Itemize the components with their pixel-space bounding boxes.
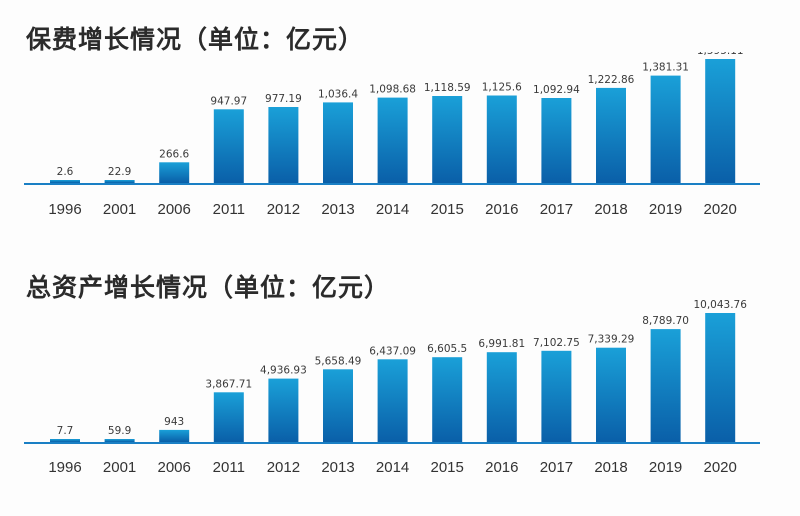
assets-x-tick-2016: 2016	[485, 459, 518, 476]
assets-bar-2016	[486, 352, 517, 442]
premium-chart-title: 保费增长情况（单位：亿元）	[26, 25, 365, 54]
assets-bar-1996	[50, 439, 80, 442]
assets-bar-2013	[323, 369, 353, 442]
premium-value-label-2019: 1,381.31	[642, 62, 689, 74]
premium-bar-2013	[323, 102, 353, 183]
premium-bar-2019	[650, 75, 681, 183]
premium-x-tick-2018: 2018	[594, 201, 627, 218]
premium-x-tick-2013: 2013	[321, 201, 354, 218]
assets-chart-title: 总资产增长情况（单位：亿元）	[26, 273, 391, 302]
assets-bar-2017	[541, 350, 572, 442]
assets-x-tick-2019: 2019	[649, 459, 682, 476]
premium-x-tick-2014: 2014	[376, 201, 409, 218]
premium-x-tick-2006: 2006	[158, 201, 191, 218]
assets-x-tick-2014: 2014	[376, 459, 409, 476]
assets-x-tick-2018: 2018	[594, 459, 627, 476]
assets-value-label-2017: 7,102.75	[533, 337, 580, 349]
premium-x-tick-2011: 2011	[213, 201, 245, 218]
assets-x-tick-2012: 2012	[267, 459, 300, 476]
assets-value-label-2016: 6,991.81	[478, 338, 525, 350]
premium-value-label-2011: 947.97	[210, 95, 247, 107]
premium-bar-2015	[432, 96, 463, 183]
premium-value-label-2014: 1,098.68	[369, 84, 416, 96]
premium-bar-2016	[486, 95, 517, 183]
assets-bar-2014	[377, 359, 408, 442]
assets-value-label-2001: 59.9	[108, 425, 131, 437]
premium-x-tick-2017: 2017	[540, 201, 573, 218]
premium-value-label-2015: 1,118.59	[424, 82, 471, 94]
assets-value-label-2006: 943	[164, 416, 184, 428]
premium-bar-2012	[268, 107, 299, 183]
premium-value-label-2001: 22.9	[108, 166, 131, 178]
premium-bar-2020	[705, 59, 736, 183]
assets-bar-2006	[159, 429, 190, 442]
assets-bar-2012	[268, 378, 299, 442]
premium-x-tick-2019: 2019	[649, 201, 682, 218]
premium-x-tick-2020: 2020	[704, 201, 737, 218]
assets-x-tick-2011: 2011	[213, 459, 245, 476]
assets-value-label-2013: 5,658.49	[315, 355, 362, 367]
assets-value-label-2018: 7,339.29	[588, 334, 635, 346]
assets-value-label-2015: 6,605.5	[427, 343, 467, 355]
assets-value-label-2014: 6,437.09	[369, 345, 416, 357]
premium-x-tick-1996: 1996	[48, 201, 81, 218]
premium-bar-2001	[104, 180, 135, 183]
premium-x-tick-2015: 2015	[431, 201, 464, 218]
assets-x-tick-2006: 2006	[158, 459, 191, 476]
premium-x-tick-2001: 2001	[103, 201, 136, 218]
assets-x-tick-2017: 2017	[540, 459, 573, 476]
assets-x-tick-2020: 2020	[704, 459, 737, 476]
assets-x-tick-1996: 1996	[48, 459, 81, 476]
premium-value-label-2013: 1,036.4	[318, 88, 358, 100]
assets-bar-2018	[596, 347, 626, 442]
premium-value-label-2020: 1,595.11	[697, 52, 744, 57]
assets-bar-2001	[104, 439, 135, 442]
premium-bar-chart: 2.6 1996 22.9 2001 266.6 2006 947.97 2011 977.19…	[24, 52, 760, 218]
premium-bar-2018	[596, 87, 626, 183]
premium-value-label-2018: 1,222.86	[588, 74, 635, 86]
assets-value-label-2020: 10,043.76	[693, 300, 747, 311]
assets-value-label-2011: 3,867.71	[205, 378, 252, 390]
premium-x-tick-2016: 2016	[485, 201, 518, 218]
assets-x-tick-2013: 2013	[321, 459, 354, 476]
premium-bar-1996	[50, 180, 80, 183]
assets-bar-2019	[650, 329, 681, 442]
assets-bar-chart: 7.7 1996 59.9 2001 943 2006 3,867.71 2011 4,936.…	[24, 300, 760, 476]
premium-value-label-2006: 266.6	[159, 148, 189, 160]
assets-x-tick-2015: 2015	[431, 459, 464, 476]
premium-bar-2017	[541, 98, 572, 183]
assets-x-tick-2001: 2001	[103, 459, 136, 476]
assets-value-label-2019: 8,789.70	[642, 315, 689, 327]
premium-bar-2014	[377, 97, 408, 183]
premium-bar-2011	[213, 109, 244, 183]
assets-value-label-1996: 7.7	[57, 425, 74, 437]
assets-bar-2011	[213, 392, 244, 442]
assets-bar-2015	[432, 357, 463, 442]
premium-x-tick-2012: 2012	[267, 201, 300, 218]
premium-bar-2006	[159, 162, 190, 183]
premium-value-label-2016: 1,125.6	[482, 82, 522, 94]
premium-value-label-1996: 2.6	[57, 166, 74, 178]
assets-value-label-2012: 4,936.93	[260, 365, 307, 377]
premium-value-label-2017: 1,092.94	[533, 84, 580, 96]
premium-value-label-2012: 977.19	[265, 93, 302, 105]
assets-bar-2020	[705, 313, 736, 442]
